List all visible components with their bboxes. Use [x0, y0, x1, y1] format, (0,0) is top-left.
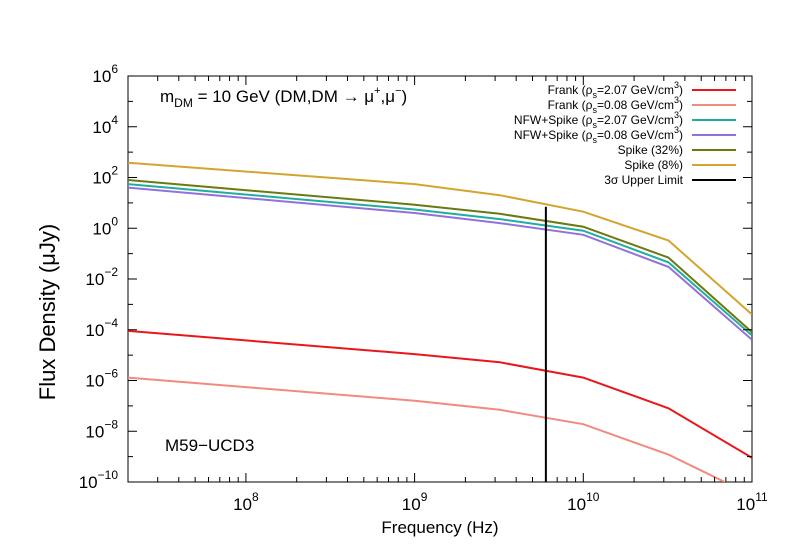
- x-tick-label: 1010: [567, 490, 600, 514]
- y-tick-label: 10−2: [85, 265, 118, 289]
- legend-label-7: 3σ Upper Limit: [604, 173, 683, 187]
- legend: Frank (ρs=2.07 GeV/cm3)Frank (ρs=0.08 Ge…: [514, 80, 736, 187]
- y-tick-label: 10−6: [85, 367, 118, 391]
- model-annotation-sub: DM: [174, 96, 193, 110]
- series-line-6: [128, 161, 752, 316]
- y-tick-label: 102: [92, 164, 118, 188]
- model-annotation: mDM = 10 GeV (DM,DM → μ+,μ−): [160, 85, 407, 110]
- model-annotation-sup1: +: [374, 85, 380, 97]
- legend-label-4: NFW+Spike (ρs=0.08 GeV/cm3): [514, 125, 683, 145]
- y-tick-label: 104: [92, 113, 118, 137]
- series-line-3: [128, 183, 752, 337]
- y-tick-label: 106: [92, 62, 118, 86]
- series-line-2: [128, 376, 727, 482]
- y-axis-ticks: 10−10 10−8 10−6 10−4 10−2 100 102 104 106: [79, 62, 752, 492]
- model-annotation-sup2: −: [395, 85, 401, 97]
- series-line-4: [128, 186, 752, 341]
- series-lines: [128, 161, 752, 482]
- x-axis-ticks: 108 109 1010 1011: [157, 76, 768, 514]
- model-annotation-close: ): [402, 87, 408, 106]
- x-tick-label: 1011: [736, 490, 768, 514]
- x-tick-label: 109: [402, 490, 428, 514]
- y-tick-label: 10−10: [79, 468, 119, 492]
- y-tick-label: 100: [92, 214, 118, 238]
- series-line-1: [128, 329, 752, 459]
- x-tick-label: 108: [233, 490, 259, 514]
- y-axis-title: Flux Density (μJy): [35, 224, 60, 400]
- legend-label-5: Spike (32%): [618, 143, 683, 157]
- legend-label-1: Frank (ρs=2.07 GeV/cm3): [548, 80, 683, 100]
- legend-label-2: Frank (ρs=0.08 GeV/cm3): [548, 95, 683, 115]
- model-annotation-text: = 10 GeV (DM,DM → μ: [193, 87, 374, 106]
- legend-label-3: NFW+Spike (ρs=2.07 GeV/cm3): [514, 110, 683, 130]
- x-axis-title: Frequency (Hz): [381, 518, 498, 537]
- model-annotation-m: m: [160, 87, 174, 106]
- y-tick-label: 10−4: [85, 316, 118, 340]
- series-line-5: [128, 179, 752, 333]
- target-annotation: M59−UCD3: [165, 436, 254, 455]
- model-annotation-mid: ,μ: [381, 87, 396, 106]
- y-tick-label: 10−8: [85, 417, 118, 441]
- legend-label-6: Spike (8%): [624, 158, 683, 172]
